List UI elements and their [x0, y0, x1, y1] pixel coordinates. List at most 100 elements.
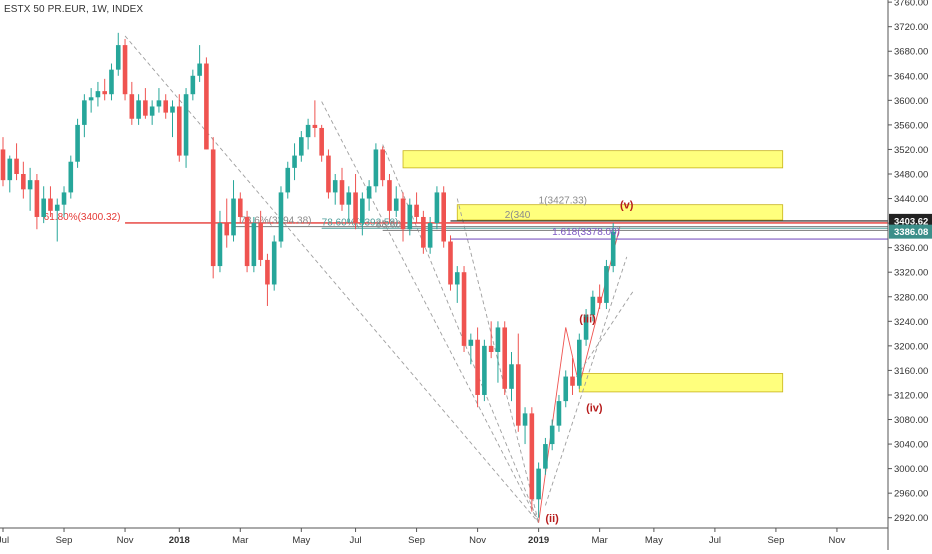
candle-body: [244, 216, 250, 267]
candle-body: [204, 63, 209, 150]
candle-body: [197, 63, 202, 76]
x-tick-label: Sep: [767, 535, 784, 546]
candle-body: [373, 149, 379, 187]
channel-line: [572, 290, 634, 383]
candle-body: [299, 137, 304, 156]
y-tick-label: 3160.00: [894, 366, 928, 377]
supply-demand-zone: [456, 204, 784, 221]
x-tick-label: Sep: [56, 535, 73, 546]
candle-body: [271, 241, 277, 285]
candle-body: [326, 155, 331, 193]
y-tick-label: 3640.00: [894, 71, 928, 82]
candle-body: [570, 376, 575, 386]
fib-level-label: 78.6%(3394.38): [240, 216, 311, 227]
price-tag-label: 3403.62: [894, 216, 928, 227]
candle-body: [210, 149, 216, 267]
y-tick-label: 3200.00: [894, 341, 928, 352]
candle-body: [448, 241, 453, 285]
candle-body: [231, 198, 236, 236]
candle-body: [251, 223, 257, 267]
x-tick-label: Nov: [828, 535, 845, 546]
candle-body: [156, 100, 162, 107]
candle-body: [577, 339, 582, 386]
candle-body: [427, 223, 433, 248]
candle-body: [590, 296, 596, 316]
x-tick-label: Jul: [349, 535, 361, 546]
candle-body: [54, 204, 60, 211]
y-tick-label: 3320.00: [894, 268, 928, 279]
y-tick-label: 3680.00: [894, 47, 928, 58]
fan-line: [382, 144, 540, 523]
candle-body: [115, 45, 121, 70]
candle-body: [41, 198, 46, 217]
candle-body: [258, 223, 263, 260]
y-tick-label: 3120.00: [894, 390, 928, 401]
chart-annotation: (ii): [545, 513, 559, 525]
fan-line: [321, 101, 540, 523]
y-tick-label: 3440.00: [894, 194, 928, 205]
candle-body: [400, 198, 406, 230]
y-tick-label: 3560.00: [894, 120, 928, 131]
candle-body: [305, 124, 311, 138]
y-tick-label: 3080.00: [894, 415, 928, 426]
chart-annotation: 1(3427.33): [539, 195, 587, 206]
price-tag-box: [889, 224, 932, 239]
candle-body: [176, 106, 182, 156]
candle-body: [454, 272, 460, 285]
candle-body: [536, 468, 541, 500]
candle-body: [61, 192, 67, 205]
candle-body: [217, 223, 223, 267]
chart-annotation: (iii): [579, 314, 596, 326]
x-tick-label: 2019: [528, 535, 549, 546]
candle-body: [14, 158, 19, 174]
candle-body: [102, 91, 107, 95]
x-tick-label: Mar: [591, 535, 607, 546]
supply-demand-zone: [578, 373, 784, 393]
candle-body: [149, 106, 155, 116]
candle-body: [434, 192, 440, 224]
candle-body: [163, 100, 169, 113]
candle-body: [224, 223, 230, 236]
candle-body: [109, 69, 114, 95]
candle-body: [136, 100, 141, 119]
candle-body: [387, 180, 392, 211]
candle-body: [549, 425, 555, 445]
price-tag-label: 3386.08: [894, 227, 928, 238]
candle-body: [183, 94, 189, 156]
candle-body: [583, 315, 589, 340]
candle-body: [332, 180, 338, 193]
candle-body: [441, 192, 446, 242]
supply-demand-zone: [402, 150, 784, 169]
candle-body: [495, 327, 501, 352]
candle-body: [380, 149, 385, 181]
candle-body: [129, 94, 135, 119]
y-tick-label: 3040.00: [894, 440, 928, 451]
y-tick-label: 2960.00: [894, 489, 928, 500]
candle-body: [285, 167, 291, 193]
candle-body: [319, 127, 324, 156]
candle-body: [265, 259, 270, 285]
candle-body: [407, 204, 413, 230]
candle-body: [529, 413, 535, 500]
candle-body: [475, 339, 480, 395]
candle-body: [543, 444, 548, 469]
candle-body: [393, 198, 399, 211]
candle-body: [488, 345, 494, 352]
candle-body: [563, 376, 569, 402]
candle-body: [461, 272, 467, 346]
x-tick-label: Mar: [232, 535, 248, 546]
candle-body: [292, 155, 297, 168]
candle-body: [610, 231, 616, 267]
candle-body: [353, 192, 358, 224]
chart-annotation: (iv): [586, 403, 603, 415]
fan-line: [124, 35, 539, 523]
candle-body: [346, 192, 352, 205]
y-tick-label: 3240.00: [894, 317, 928, 328]
candle-body: [515, 364, 521, 426]
candle-body: [27, 180, 33, 190]
candle-body: [68, 161, 74, 193]
x-tick-label: May: [292, 535, 310, 546]
candle-body: [95, 91, 101, 98]
chart-annotation: 2(340: [505, 210, 531, 221]
